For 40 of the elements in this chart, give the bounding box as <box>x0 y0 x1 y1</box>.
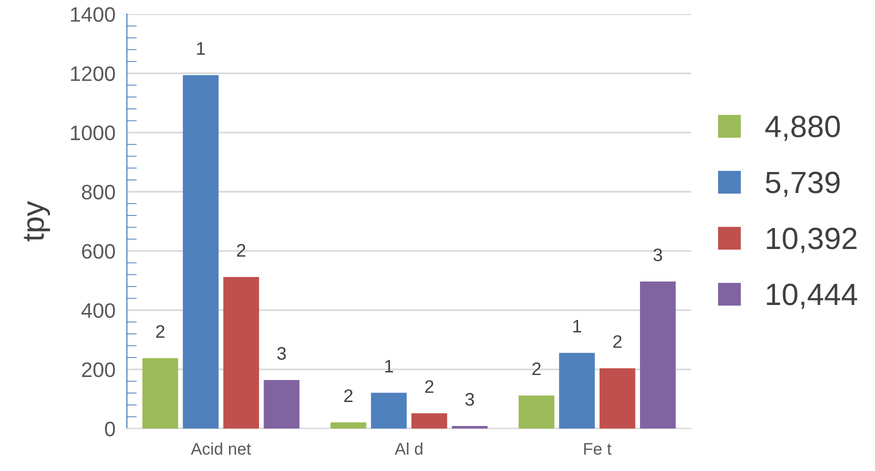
annotation: 3 <box>277 347 286 360</box>
legend-label: 10,444 <box>766 284 858 309</box>
annotation: 2 <box>613 335 622 348</box>
bar <box>330 422 366 429</box>
y-tick-label: 1400 <box>71 7 115 22</box>
annotation: 2 <box>425 380 434 393</box>
bar <box>264 380 300 429</box>
bar <box>411 413 448 429</box>
legend-label: 5,739 <box>766 172 840 197</box>
annotation: 1 <box>573 320 582 332</box>
bar <box>452 426 488 429</box>
x-tick-label: Al d <box>394 442 422 455</box>
x-tick-label: Acid net <box>190 442 251 455</box>
bar <box>142 358 178 429</box>
y-tick-label: 1200 <box>71 66 115 82</box>
annotation: 3 <box>465 392 474 406</box>
annotation: 3 <box>654 248 662 262</box>
y-tick-label: 0 <box>104 422 115 436</box>
bar <box>370 392 407 429</box>
y-tick-label: 200 <box>82 362 115 378</box>
annotation: 1 <box>385 360 393 372</box>
y-tick-label: 400 <box>81 303 115 318</box>
x-tick-label: Fe t <box>584 443 612 455</box>
legend-label: 4,880 <box>765 116 840 141</box>
y-tick-label: 1000 <box>71 126 115 140</box>
bar <box>600 368 636 429</box>
bar <box>223 277 260 429</box>
bar <box>559 352 595 429</box>
annotation: 2 <box>532 362 541 376</box>
annotation: 1 <box>197 42 205 55</box>
bar <box>182 75 219 429</box>
y-axis-title: tpy <box>24 201 50 242</box>
annotation: 2 <box>237 244 246 257</box>
legend-label: 10,392 <box>766 228 857 253</box>
annotation: 2 <box>344 389 353 402</box>
y-tick-label: 600 <box>82 244 115 259</box>
bar <box>640 281 676 429</box>
y-tick-label: 800 <box>82 184 115 200</box>
bar <box>518 395 554 429</box>
annotation: 2 <box>156 325 164 338</box>
